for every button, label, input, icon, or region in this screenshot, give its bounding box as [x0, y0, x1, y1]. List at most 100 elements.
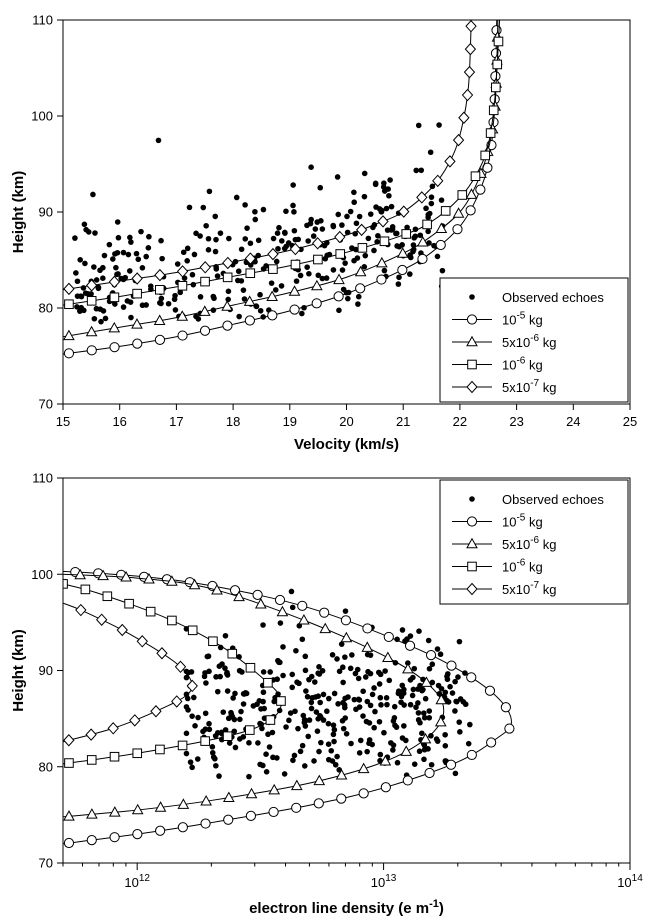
observed-echo-point — [331, 726, 338, 733]
model-point-square — [276, 696, 286, 706]
model-point-square — [177, 740, 188, 751]
observed-echo-point — [344, 213, 350, 220]
model-point-diamond — [85, 279, 98, 292]
observed-echo-point — [425, 637, 432, 644]
observed-echo-point — [290, 202, 296, 209]
x-tick-base: 10 — [617, 875, 631, 890]
observed-echo-point — [323, 275, 330, 281]
observed-echo-point — [197, 294, 204, 300]
observed-echo-point — [212, 213, 219, 220]
model-point-square — [379, 236, 390, 247]
observed-echo-point — [399, 627, 406, 633]
observed-echo-point — [292, 236, 299, 243]
model-point-circle — [340, 615, 352, 626]
model-point-square — [200, 736, 210, 746]
observed-echo-point — [246, 740, 252, 746]
observed-echo-point — [355, 301, 361, 307]
y-tick-label: 80 — [39, 301, 53, 316]
observed-echo-point — [114, 271, 120, 278]
plot-area — [63, 566, 515, 849]
observed-echo-point — [349, 652, 355, 658]
legend-label-main: 10 — [502, 560, 516, 575]
observed-echo-point — [205, 247, 212, 253]
observed-echo-point — [85, 229, 92, 235]
observed-echo-point — [342, 715, 349, 721]
observed-echo-point — [411, 665, 418, 672]
observed-echo-point — [465, 740, 472, 747]
model-point-square — [64, 758, 74, 768]
observed-echo-point — [252, 216, 259, 223]
observed-echo-point — [382, 668, 388, 674]
observed-echo-point — [158, 237, 164, 244]
observed-echo-point — [403, 737, 409, 744]
legend-label: 10-6 kg — [502, 558, 543, 575]
x-tick-label: 17 — [169, 414, 183, 429]
observed-echo-point — [206, 720, 212, 727]
observed-echo-point — [376, 718, 383, 725]
legend-label: 10-6 kg — [502, 356, 543, 373]
model-point-triangle — [222, 791, 235, 802]
observed-echo-point — [367, 702, 374, 709]
observed-echo-point — [367, 211, 374, 217]
model-point-diamond — [136, 635, 148, 648]
observed-echo-point — [375, 669, 382, 676]
model-point-diamond — [131, 272, 143, 285]
observed-echo-point — [372, 708, 378, 715]
x-tick-label: 25 — [623, 414, 637, 429]
observed-echo-point — [381, 188, 388, 194]
observed-echo-point — [393, 724, 400, 730]
observed-echo-point — [455, 674, 461, 680]
observed-echo-point — [390, 742, 397, 748]
observed-echo-point — [301, 763, 308, 769]
observed-echo-point — [225, 288, 232, 295]
observed-echo-point — [268, 280, 275, 286]
observed-echo-point — [345, 694, 351, 700]
observed-echo-point — [263, 768, 270, 775]
observed-echo-point — [312, 226, 319, 232]
observed-echo-point — [452, 770, 459, 777]
x-tick-label: 20 — [339, 414, 353, 429]
observed-echo-point — [171, 296, 178, 303]
observed-echo-point — [396, 274, 402, 281]
observed-echo-point — [304, 264, 310, 270]
model-point-circle — [417, 253, 428, 265]
x-tick-exponent: 13 — [385, 873, 397, 884]
observed-echo-point — [320, 691, 327, 698]
observed-echo-point — [343, 731, 350, 737]
observed-echo-point — [342, 608, 349, 614]
observed-echo-point — [233, 194, 240, 201]
legend-label-main: 5x10 — [502, 380, 530, 395]
legend-label-exponent: -6 — [530, 535, 539, 546]
model-point-triangle — [221, 300, 234, 311]
legend-label-main: 5x10 — [502, 582, 530, 597]
model-point-circle — [319, 607, 330, 618]
model-point-square — [357, 243, 368, 253]
model-point-triangle — [85, 325, 98, 337]
observed-echo-point — [334, 174, 341, 180]
observed-echo-point — [189, 713, 195, 719]
observed-echo-point — [456, 638, 463, 645]
x-tick-label: 1014 — [617, 873, 643, 890]
observed-echo-point — [100, 275, 106, 281]
observed-echo-point — [213, 674, 219, 680]
observed-echo-point — [396, 688, 402, 694]
model-point-circle — [177, 822, 188, 833]
model-curve-triangle — [63, 573, 445, 818]
legend-label-main: 10 — [502, 358, 516, 373]
model-point-triangle — [340, 631, 353, 643]
observed-echo-point — [260, 669, 267, 675]
observed-echo-point — [287, 710, 294, 716]
legend-marker-square — [467, 359, 477, 370]
observed-echo-point — [257, 291, 263, 298]
observed-echo-point — [407, 254, 414, 261]
model-point-square — [457, 190, 468, 200]
observed-echo-point — [143, 253, 150, 260]
observed-echo-point — [211, 295, 217, 302]
observed-echo-point — [225, 296, 231, 303]
model-point-square — [208, 636, 218, 647]
model-point-square — [167, 615, 177, 626]
x-tick-exponent: 12 — [139, 873, 151, 884]
observed-echo-point — [274, 230, 281, 237]
x-tick-label: 1012 — [124, 873, 150, 890]
